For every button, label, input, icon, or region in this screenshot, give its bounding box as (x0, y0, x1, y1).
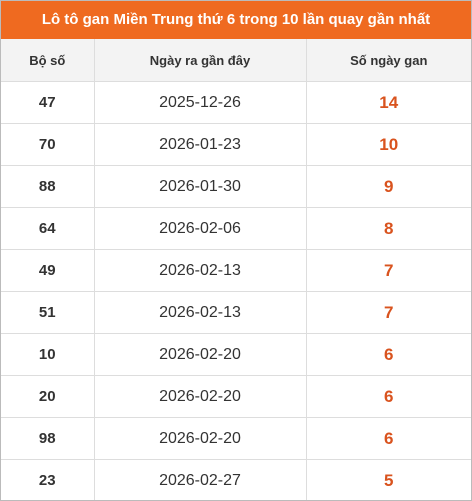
title-bar: Lô tô gan Miền Trung thứ 6 trong 10 lần … (1, 1, 471, 39)
column-header: Ngày ra gần đây (93, 39, 307, 82)
table-cell: 6 (305, 375, 471, 418)
table-cell: 88 (1, 165, 95, 208)
table-cell: 23 (1, 459, 95, 500)
table-cell: 7 (305, 249, 471, 292)
table-cell: 9 (305, 165, 471, 208)
table-cell: 2026-02-13 (93, 291, 307, 334)
table-cell: 2026-02-27 (93, 459, 307, 500)
table-cell: 2026-02-20 (93, 375, 307, 418)
table-cell: 2026-02-13 (93, 249, 307, 292)
table-cell: 47 (1, 81, 95, 124)
table-row: 47 2025-12-26 14 (1, 81, 471, 124)
table-cell: 2026-02-20 (93, 333, 307, 376)
table-cell: 2026-01-30 (93, 165, 307, 208)
table-body: 47 2025-12-26 14 70 2026-01-23 10 88 2026-01-30… (1, 81, 471, 500)
table-cell: 98 (1, 417, 95, 460)
table-cell: 10 (1, 333, 95, 376)
table-cell: 70 (1, 123, 95, 166)
table-cell: 64 (1, 207, 95, 250)
table-row: 51 2026-02-13 7 (1, 291, 471, 334)
table-row: 20 2026-02-20 6 (1, 375, 471, 418)
table-cell: 49 (1, 249, 95, 292)
header-row: Bộ số Ngày ra gần đây Số ngày gan (1, 39, 471, 82)
table: Bộ số Ngày ra gần đây Số ngày gan 47 2025-1… (1, 39, 471, 500)
table-row: 23 2026-02-27 5 (1, 459, 471, 500)
table-row: 49 2026-02-13 7 (1, 249, 471, 292)
table-cell: 5 (305, 459, 471, 500)
table-cell: 6 (305, 417, 471, 460)
table-cell: 6 (305, 333, 471, 376)
table-cell: 51 (1, 291, 95, 334)
table-cell: 14 (305, 81, 471, 124)
table-row: 98 2026-02-20 6 (1, 417, 471, 460)
table-row: 10 2026-02-20 6 (1, 333, 471, 376)
table-cell: 2026-02-20 (93, 417, 307, 460)
table-cell: 8 (305, 207, 471, 250)
column-header: Số ngày gan (305, 39, 471, 82)
table-cell: 2026-01-23 (93, 123, 307, 166)
table-cell: 20 (1, 375, 95, 418)
table-cell: 7 (305, 291, 471, 334)
table-cell: 10 (305, 123, 471, 166)
table-row: 70 2026-01-23 10 (1, 123, 471, 166)
table-cell: 2026-02-06 (93, 207, 307, 250)
table-row: 64 2026-02-06 8 (1, 207, 471, 250)
column-header: Bộ số (1, 39, 95, 82)
table-row: 88 2026-01-30 9 (1, 165, 471, 208)
table-cell: 2025-12-26 (93, 81, 307, 124)
